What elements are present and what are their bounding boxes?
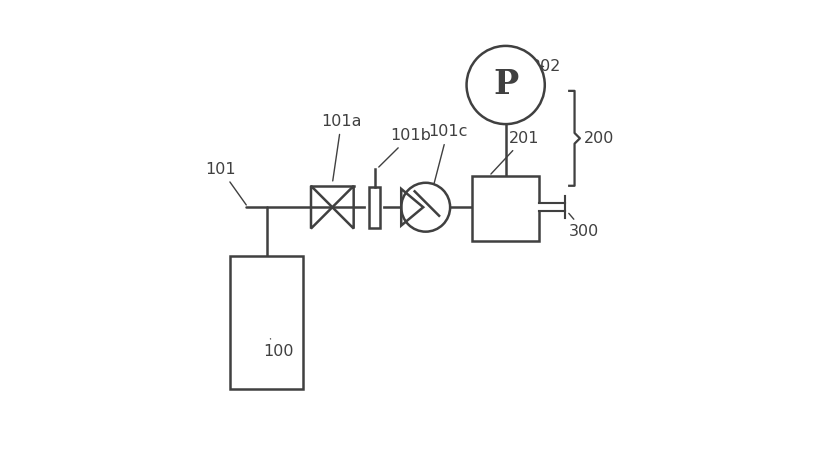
Bar [473,176,539,241]
Circle shape [401,183,450,232]
Circle shape [467,46,545,124]
Text: 101b: 101b [379,128,431,167]
Bar [369,187,380,228]
Text: 300: 300 [569,213,599,239]
Text: 101: 101 [205,162,246,205]
Text: 202: 202 [531,59,561,74]
Text: 200: 200 [583,131,613,146]
Text: 201: 201 [491,131,540,174]
Bar [230,256,303,389]
Text: P: P [493,68,518,102]
Text: 100: 100 [263,339,293,359]
Text: 101c: 101c [428,124,468,185]
Text: 101a: 101a [321,114,362,181]
